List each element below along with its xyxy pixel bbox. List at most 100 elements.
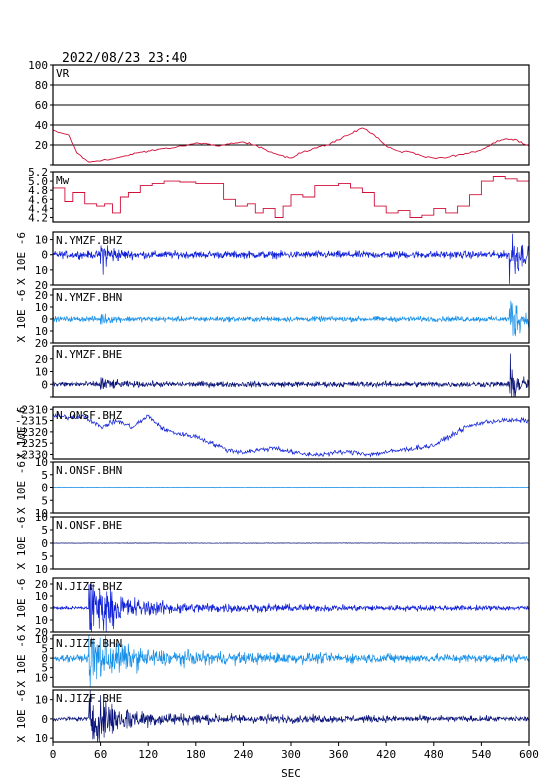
y-tick-label: 5 (41, 494, 48, 507)
y-tick-label: -2330 (15, 448, 48, 461)
panel-frame (52, 171, 530, 223)
panel-frame (52, 689, 530, 743)
y-axis-label: X 10E -6 (15, 517, 28, 570)
panel-label: N.YMZF.BHE (56, 348, 122, 361)
y-tick-label: 4.4 (28, 202, 48, 215)
panel-label: N.YMZF.BHN (56, 291, 122, 304)
x-axis: 0 60 120 180 240 300 360 420 480 540 600 (50, 742, 539, 761)
y-tick-label: 10 (35, 366, 48, 379)
y-tick-label: 10 (35, 234, 48, 247)
x-tick-label: 180 (186, 748, 206, 761)
y-tick-label: 5 (41, 662, 48, 675)
y-tick-label: 20 (35, 337, 48, 350)
y-tick-label: 10 (35, 264, 48, 277)
y-tick-label: 4.6 (28, 193, 48, 206)
y-tick-label: 10 (35, 732, 48, 745)
y-tick-label: 0 (41, 378, 48, 391)
panel-label: N.JIZF.BHZ (56, 580, 123, 593)
panel-label: N.ONSF.BHE (56, 519, 122, 532)
y-tick-label: 20 (35, 353, 48, 366)
y-tick-label: -2320 (15, 426, 48, 439)
y-tick-label: 10 (35, 507, 48, 520)
y-tick-label: -2315 (15, 415, 48, 428)
y-tick-label: 10 (35, 511, 48, 524)
x-tick-label: 240 (233, 748, 253, 761)
y-tick-label: 0 (41, 602, 48, 615)
y-tick-label: 40 (35, 119, 48, 132)
y-tick-label: 0 (41, 652, 48, 665)
x-tick-label: 60 (94, 748, 107, 761)
y-tick-label: 0 (41, 713, 48, 726)
y-tick-label: 10 (35, 633, 48, 646)
y-tick-label: 10 (35, 671, 48, 684)
y-tick-label: 20 (35, 289, 48, 302)
panel-frame (52, 231, 530, 286)
panel-frame (52, 406, 530, 460)
x-tick-label: 360 (329, 748, 349, 761)
y-tick-label: 0 (41, 249, 48, 262)
x-tick-label: 420 (376, 748, 396, 761)
series-trace-3 (52, 300, 530, 337)
x-tick-label: 600 (519, 748, 539, 761)
series-trace-6 (53, 486, 530, 489)
y-tick-label: -2310 (15, 403, 48, 416)
x-axis-label: SEC (281, 767, 301, 780)
y-tick-label: 60 (35, 99, 48, 112)
series-trace-2 (53, 233, 530, 284)
panel-label: N.ONSF.BHZ (56, 409, 123, 422)
panel-label: N.ONSF.BHN (56, 464, 122, 477)
panel-label: VR (56, 67, 70, 80)
y-tick-label: 80 (35, 79, 48, 92)
y-tick-label: 4.2 (28, 211, 48, 224)
panel-frame (52, 577, 530, 633)
panel-frame (52, 288, 530, 344)
panel-1: 4.24.44.64.85.05.2 Mw (28, 166, 530, 224)
panel-frame (52, 345, 530, 398)
series-trace-5 (52, 412, 530, 458)
panel-label: Mw (56, 174, 70, 187)
y-axis-label: X 10E -6 (15, 579, 28, 632)
y-tick-label: 5 (41, 550, 48, 563)
x-tick-label: 300 (281, 748, 301, 761)
series-trace-8 (52, 583, 530, 633)
y-axis-label: X 10E -6 (15, 635, 28, 688)
panel-5: -2330-2325-2320-2315-2310 N.ONSF.BHZ X 10E… (15, 403, 530, 461)
y-tick-label: 0 (41, 482, 48, 495)
panel-frame (52, 634, 530, 688)
y-tick-label: 20 (35, 578, 48, 591)
y-axis-label: X 10E -6 (15, 690, 28, 743)
panel-0: 20 40 60 80 100 VR (28, 59, 530, 166)
y-tick-label: 10 (35, 563, 48, 576)
x-tick-label: 120 (138, 748, 158, 761)
series-trace-1 (53, 176, 530, 218)
x-tick-label: 0 (50, 748, 57, 761)
series-trace-4 (53, 353, 530, 398)
x-tick-label: 480 (424, 748, 444, 761)
panel-label: N.YMZF.BHZ (56, 234, 123, 247)
y-tick-label: 5 (41, 642, 48, 655)
panel-frame (52, 64, 530, 166)
y-axis-label: X 10E -6 (15, 232, 28, 285)
y-tick-label: 20 (35, 626, 48, 639)
y-tick-label: 10 (35, 614, 48, 627)
y-tick-label: 5.0 (28, 175, 48, 188)
y-tick-label: 5 (41, 469, 48, 482)
y-tick-label: 10 (35, 590, 48, 603)
y-tick-label: 20 (35, 139, 48, 152)
y-tick-label: 100 (28, 59, 48, 72)
panel-10: 10 0 10 N.JIZF.BHE X 10E -6 (15, 689, 530, 745)
y-tick-label: 5 (41, 524, 48, 537)
y-tick-label: 4.8 (28, 184, 48, 197)
panel-label: N.JIZF.BHE (56, 692, 122, 705)
panel-2: 20 10 0 10 N.YMZF.BHZ X 10E -6 (15, 231, 530, 292)
y-tick-label: 10 (35, 301, 48, 314)
series-trace-0 (52, 127, 530, 163)
y-tick-label: 10 (35, 694, 48, 707)
